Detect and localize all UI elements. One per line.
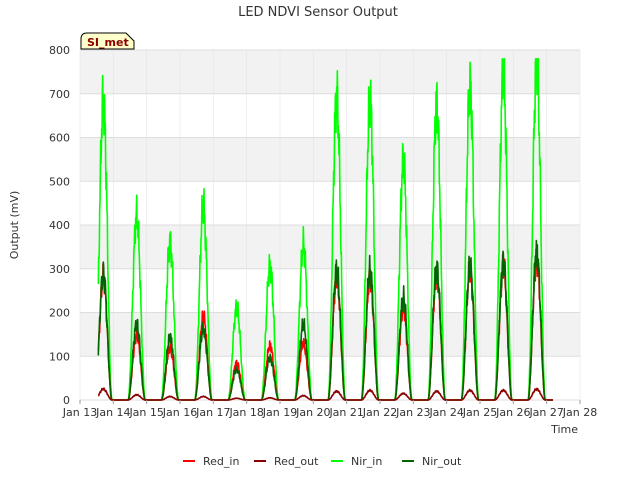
y-tick-label: 0 [63,394,70,407]
data-point [535,388,538,390]
data-point [135,393,138,396]
data-point [535,250,538,253]
x-tick-label: Jan 19 [262,406,297,419]
x-tick-label: Jan 13 [62,406,97,419]
grid-band [80,93,580,138]
data-point [202,395,205,398]
data-point [235,368,238,371]
data-point [169,346,171,349]
y-tick-label: 100 [49,350,70,363]
data-point [435,102,438,105]
y-tick-label: 700 [49,88,70,101]
data-point [235,362,238,364]
grid-band [80,225,580,269]
badge-shape [80,32,135,50]
series-line-red-out [97,387,554,401]
x-tick-label: Jan 25 [462,406,497,419]
legend-label: Red_out [274,455,319,468]
x-tick-label: Jan 22 [362,406,397,419]
data-point [435,267,438,269]
data-point [269,397,271,399]
data-point [135,333,138,336]
data-point [302,323,305,326]
data-point [402,392,405,395]
data-point [135,214,138,217]
data-point [369,268,371,271]
x-tick-label: Jan 27 [528,406,563,419]
data-point [235,306,238,309]
data-point [102,99,105,102]
grid-band [80,50,580,94]
data-point [469,265,471,267]
legend: Red_in Red_out Nir_in Nir_out [183,455,462,468]
data-point [102,388,105,390]
x-tick-label: Jan 21 [328,406,363,419]
data-point [269,356,271,359]
data-point [302,394,305,397]
data-point [202,328,205,330]
data-point [335,390,338,393]
data-point [402,160,405,163]
data-point [369,389,371,392]
data-point [302,342,305,344]
data-point [535,58,538,61]
x-tick-label: Jan 14 [95,406,130,419]
y-tick-label: 600 [49,132,70,145]
y-tick-label: 400 [49,219,70,232]
y-axis-ticks: 0 100 200 300 400 500 600 700 800 [49,44,70,407]
data-point [169,335,171,338]
data-point [269,264,271,267]
y-axis-title: Output (mV) [8,191,21,260]
site-badge: SI_met [80,32,135,50]
legend-label: Red_in [203,455,239,468]
data-point [369,98,371,100]
data-point [502,389,505,392]
grid-band [80,268,580,313]
series-lines [97,57,554,401]
data-point [302,243,305,246]
data-point [235,397,238,400]
grid-lines [79,49,581,401]
x-tick-label: Jan 16 [162,406,197,419]
y-tick-label: 200 [49,307,70,320]
x-tick-label: Jan 20 [295,406,330,419]
data-point [135,322,138,325]
data-point [502,73,505,75]
x-tick-label: Jan 17 [195,406,230,419]
data-point [335,267,338,270]
data-point [402,296,405,298]
grid-band [80,181,580,225]
x-tick-label: Jan 24 [428,406,463,419]
x-tick-label: Jan 23 [395,406,430,419]
x-tick-label: Jan 28 [562,406,597,419]
data-point [335,93,338,96]
y-tick-label: 500 [49,175,70,188]
badge-label: SI_met [87,36,129,49]
x-axis-title: Time [550,423,578,436]
data-point [169,240,171,243]
data-point [202,316,205,318]
grid-band [80,137,580,182]
y-tick-label: 800 [49,44,70,57]
data-point [202,205,205,207]
x-tick-label: Jan 26 [495,406,530,419]
x-tick-label: Jan 15 [128,406,163,419]
data-point [502,260,505,263]
legend-label: Nir_in [351,455,382,468]
data-point [435,390,438,393]
y-tick-label: 300 [49,263,70,276]
data-point [469,389,471,392]
data-point [169,395,171,398]
data-point [102,273,105,275]
x-tick-label: Jan 18 [228,406,263,419]
legend-label: Nir_out [422,455,462,468]
data-point [269,344,271,347]
chart-title: LED NDVI Sensor Output [238,5,398,20]
data-point [469,85,471,87]
